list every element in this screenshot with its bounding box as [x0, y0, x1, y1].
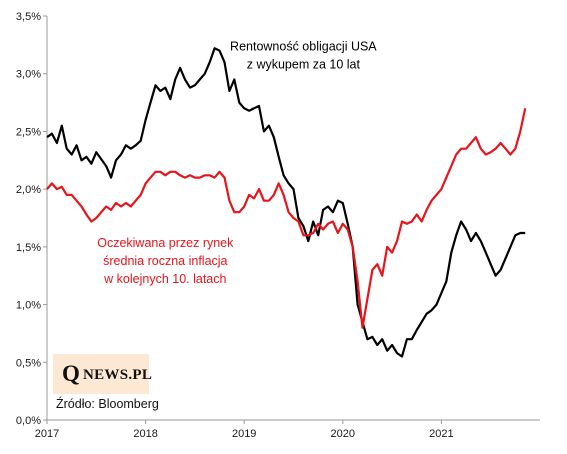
y-tick-label: 2,0%: [16, 184, 41, 196]
source-note: Źródło: Bloomberg: [56, 397, 159, 411]
y-tick-label: 0,0%: [16, 415, 41, 427]
logo-q: Q: [62, 361, 80, 386]
series-line-1: [46, 108, 527, 329]
x-tick-label: 2017: [35, 428, 59, 440]
y-tick-label: 0,5%: [16, 357, 41, 369]
x-tick-label: 2019: [232, 428, 256, 440]
series-layer: [46, 47, 527, 358]
logo-text: NEWS.PL: [83, 367, 153, 383]
y-tick-label: 1,0%: [16, 300, 41, 312]
series-label-1: w kolejnych 10. latach: [103, 272, 226, 286]
series-label-0: z wykupem za 10 lat: [247, 58, 361, 72]
x-tick-label: 2018: [133, 428, 157, 440]
series-label-0: Rentowność obligacji USA: [230, 40, 377, 54]
series-label-1: średnia roczna inflacja: [103, 254, 227, 268]
series-line-0: [46, 47, 526, 358]
x-tick-label: 2020: [331, 428, 355, 440]
y-tick-label: 3,5%: [16, 11, 41, 23]
y-tick-label: 1,5%: [16, 242, 41, 254]
logo-badge: [53, 354, 149, 394]
annotations: Rentowność obligacji USA z wykupem za 10 …: [97, 40, 377, 286]
axes: 0,0% 0,5% 1,0% 1,5% 2,0% 2,5% 3,0% 3,5% 2017 2018…: [16, 11, 540, 440]
y-tick-label: 2,5%: [16, 126, 41, 138]
y-tick-label: 3,0%: [16, 69, 41, 81]
x-tick-label: 2021: [429, 428, 453, 440]
series-label-1: Oczekiwana przez rynek: [97, 236, 234, 250]
